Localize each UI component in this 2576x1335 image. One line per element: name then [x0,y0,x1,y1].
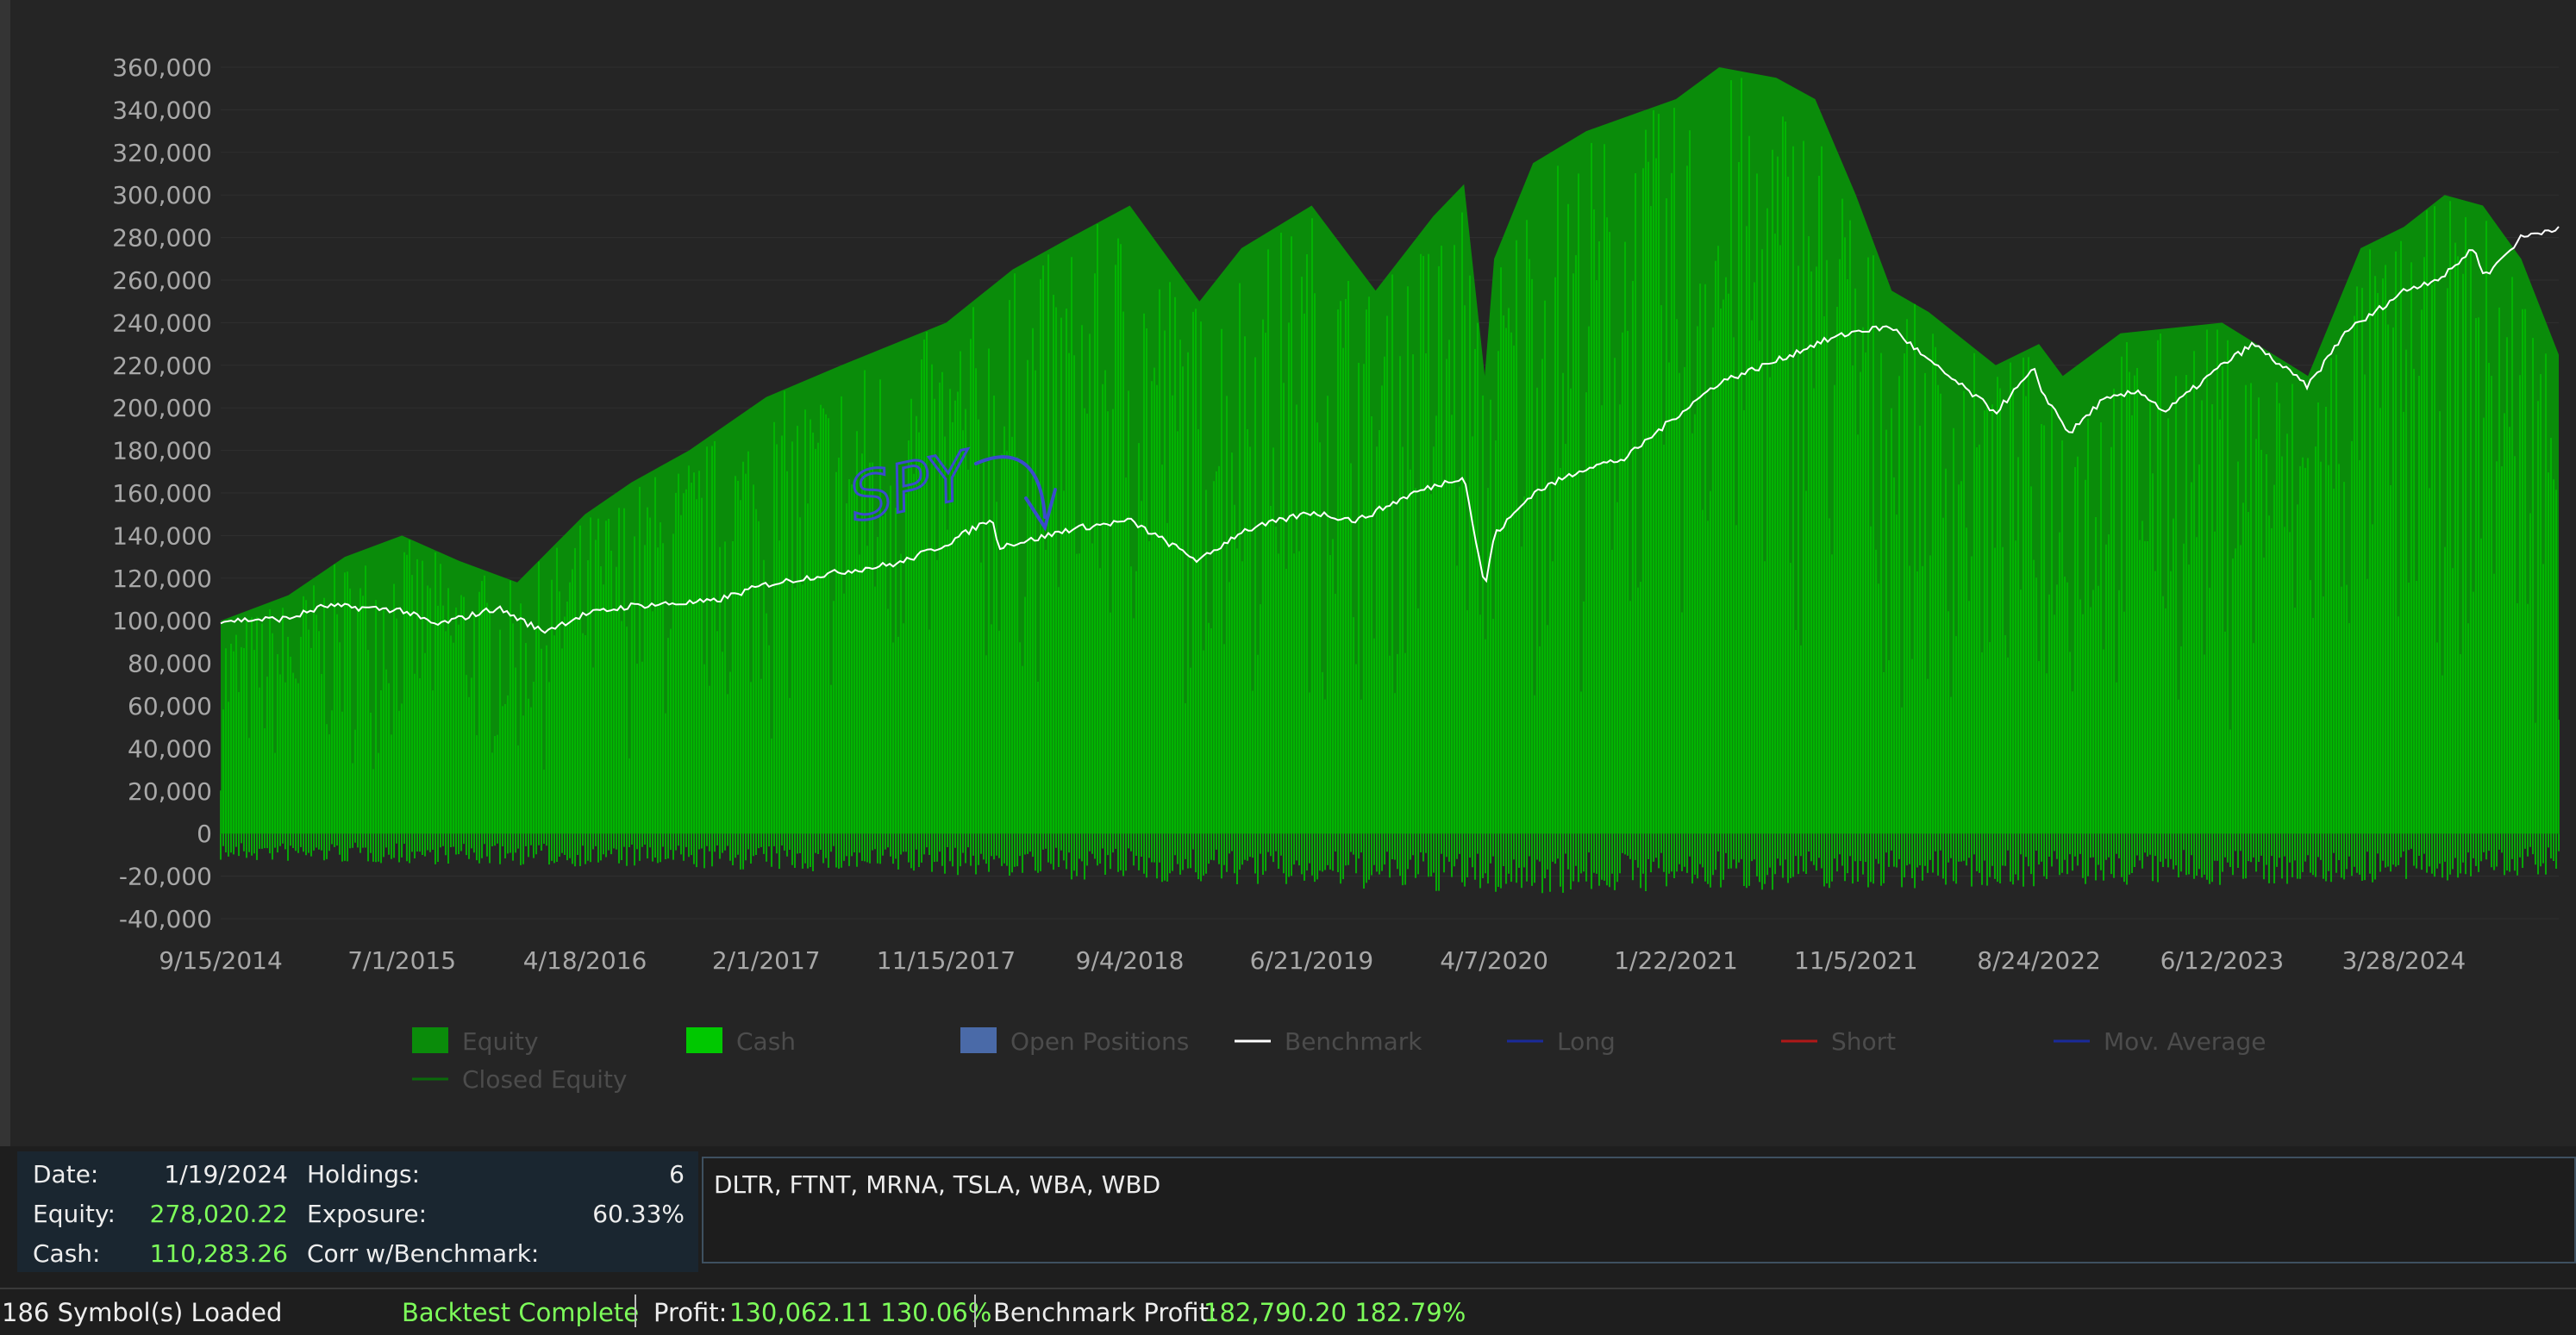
date-value: 1/19/2024 [164,1160,288,1188]
x-tick-label: 9/4/2018 [1076,946,1185,975]
benchmark-profit-value: 182,790.20 182.79% [1204,1298,1466,1327]
legend-item: Equity [412,1027,539,1056]
holdings-label: Holdings: [307,1160,421,1188]
date-label: Date: [33,1160,99,1188]
x-tick-label: 1/22/2021 [1614,946,1738,975]
y-tick-label: 200,000 [112,394,212,422]
y-tick-label: 60,000 [128,692,212,721]
benchmark-line [220,226,2560,634]
y-tick-label: 340,000 [112,96,212,124]
y-tick-label: 20,000 [128,777,212,806]
y-tick-label: 140,000 [112,521,212,550]
cash-label: Cash: [33,1239,101,1268]
legend-item: Cash [686,1027,796,1056]
x-tick-label: 6/21/2019 [1250,946,1374,975]
legend-label: Mov. Average [2104,1027,2266,1056]
backtest-status: Backtest Complete [402,1298,640,1327]
y-tick-label: 180,000 [112,437,212,465]
profit-label: Profit: [653,1298,728,1327]
equity-chart: SPY -40,000-20,000020,00040,00060,00080,… [112,53,2560,1094]
equity-chart-panel: SPY -40,000 -20,000 0 20,000 40,000 60,000 80,… [0,0,2560,1146]
y-tick-label: 100,000 [112,607,212,635]
y-tick-label: 40,000 [128,734,212,763]
status-separator [635,1294,636,1327]
legend-label: Benchmark [1285,1027,1422,1056]
legend-item: Mov. Average [2054,1027,2266,1056]
exposure-value: 60.33% [592,1200,685,1228]
y-tick-label: -40,000 [119,905,212,933]
y-tick-label: 0 [197,820,212,848]
x-tick-label: 11/15/2017 [877,946,1016,975]
status-separator [974,1294,976,1327]
spy-annotation-arrow [974,455,1057,532]
cash-negative-bars [220,833,2560,894]
legend-item: Benchmark [1235,1027,1422,1056]
legend-item: Closed Equity [412,1065,628,1094]
y-tick-label: 360,000 [112,53,212,82]
profit-value: 130,062.11 130.06% [729,1298,992,1327]
cash-series [220,78,2560,894]
legend-label: Short [1831,1027,1896,1056]
y-tick-label: 300,000 [112,181,212,209]
legend-swatch [412,1027,448,1053]
holdings-symbols-box[interactable]: DLTR, FTNT, MRNA, TSLA, WBA, WBD [702,1157,2576,1263]
y-tick-label: 160,000 [112,479,212,508]
holdings-symbols-text: DLTR, FTNT, MRNA, TSLA, WBA, WBD [714,1170,1161,1199]
chart-legend: Equity Cash Open Positions Benchmark Long Sho… [412,1027,2266,1094]
cash-value: 110,283.26 [149,1239,288,1268]
y-tick-label: 80,000 [128,650,212,678]
equity-label: Equity: [33,1200,116,1228]
y-tick-label: 320,000 [112,139,212,167]
symbols-loaded-status: 186 Symbol(s) Loaded [2,1298,283,1327]
y-tick-label: 280,000 [112,224,212,253]
legend-swatch [686,1027,722,1053]
x-axis: 9/15/2014 7/1/2015 4/18/2016 2/1/2017 11/15/… [159,946,2466,975]
benchmark-series [220,226,2560,634]
legend-label: Long [1557,1027,1616,1056]
legend-item: Open Positions [960,1027,1189,1056]
y-axis: -40,000 -20,000 0 20,000 40,000 60,000 80,000 1… [112,53,212,933]
info-panel: Date: 1/19/2024 Equity: 278,020.22 Cash:… [17,1151,698,1272]
corr-benchmark-label: Corr w/Benchmark: [307,1239,540,1268]
x-tick-label: 11/5/2021 [1794,946,1918,975]
y-tick-label: 240,000 [112,309,212,337]
equity-value: 278,020.22 [149,1200,288,1228]
legend-label: Cash [736,1027,796,1056]
x-tick-label: 8/24/2022 [1977,946,2101,975]
y-tick-label: 120,000 [112,565,212,593]
benchmark-profit-label: Benchmark Profit: [993,1298,1217,1327]
status-bar: 186 Symbol(s) Loaded Backtest Complete P… [0,1288,2576,1335]
x-tick-label: 6/12/2023 [2160,946,2285,975]
y-tick-label: 260,000 [112,266,212,295]
x-tick-label: 2/1/2017 [712,946,821,975]
cash-bars [220,78,2560,834]
legend-swatch [960,1027,997,1053]
legend-item: Long [1507,1027,1616,1056]
legend-label: Open Positions [1010,1027,1189,1056]
y-tick-label: 220,000 [112,352,212,380]
legend-label: Equity [462,1027,539,1056]
holdings-value: 6 [669,1160,685,1188]
x-tick-label: 4/18/2016 [523,946,647,975]
legend-label: Closed Equity [462,1065,628,1094]
exposure-label: Exposure: [307,1200,428,1228]
x-tick-label: 7/1/2015 [347,946,456,975]
x-tick-label: 9/15/2014 [159,946,283,975]
x-tick-label: 4/7/2020 [1440,946,1548,975]
x-tick-label: 3/28/2024 [2342,946,2467,975]
legend-item: Short [1781,1027,1896,1056]
y-tick-label: -20,000 [119,863,212,891]
